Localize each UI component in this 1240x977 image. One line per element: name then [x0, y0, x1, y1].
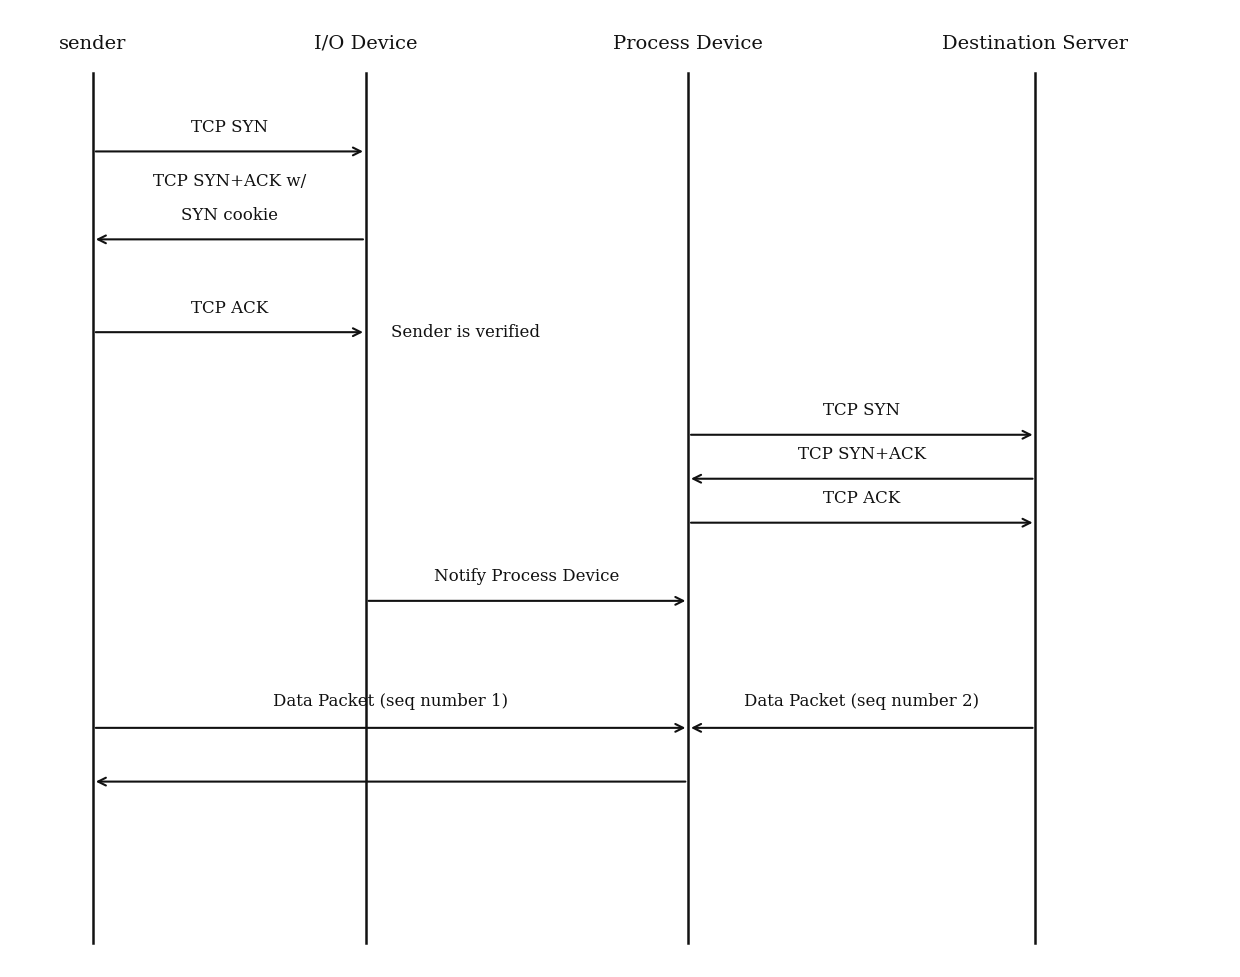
- Text: TCP ACK: TCP ACK: [823, 490, 900, 507]
- Text: Sender is verified: Sender is verified: [391, 323, 539, 341]
- Text: Notify Process Device: Notify Process Device: [434, 569, 620, 585]
- Text: Data Packet (seq number 2): Data Packet (seq number 2): [744, 694, 980, 710]
- Text: Destination Server: Destination Server: [942, 35, 1128, 53]
- Text: TCP SYN: TCP SYN: [823, 403, 900, 419]
- Text: Process Device: Process Device: [614, 35, 763, 53]
- Text: TCP SYN: TCP SYN: [191, 119, 268, 136]
- Text: SYN cookie: SYN cookie: [181, 207, 278, 224]
- Text: sender: sender: [60, 35, 126, 53]
- Text: Data Packet (seq number 1): Data Packet (seq number 1): [273, 694, 508, 710]
- Text: TCP SYN+ACK: TCP SYN+ACK: [797, 446, 926, 463]
- Text: TCP ACK: TCP ACK: [191, 300, 268, 317]
- Text: TCP SYN+ACK w/: TCP SYN+ACK w/: [153, 173, 306, 190]
- Text: I/O Device: I/O Device: [314, 35, 418, 53]
